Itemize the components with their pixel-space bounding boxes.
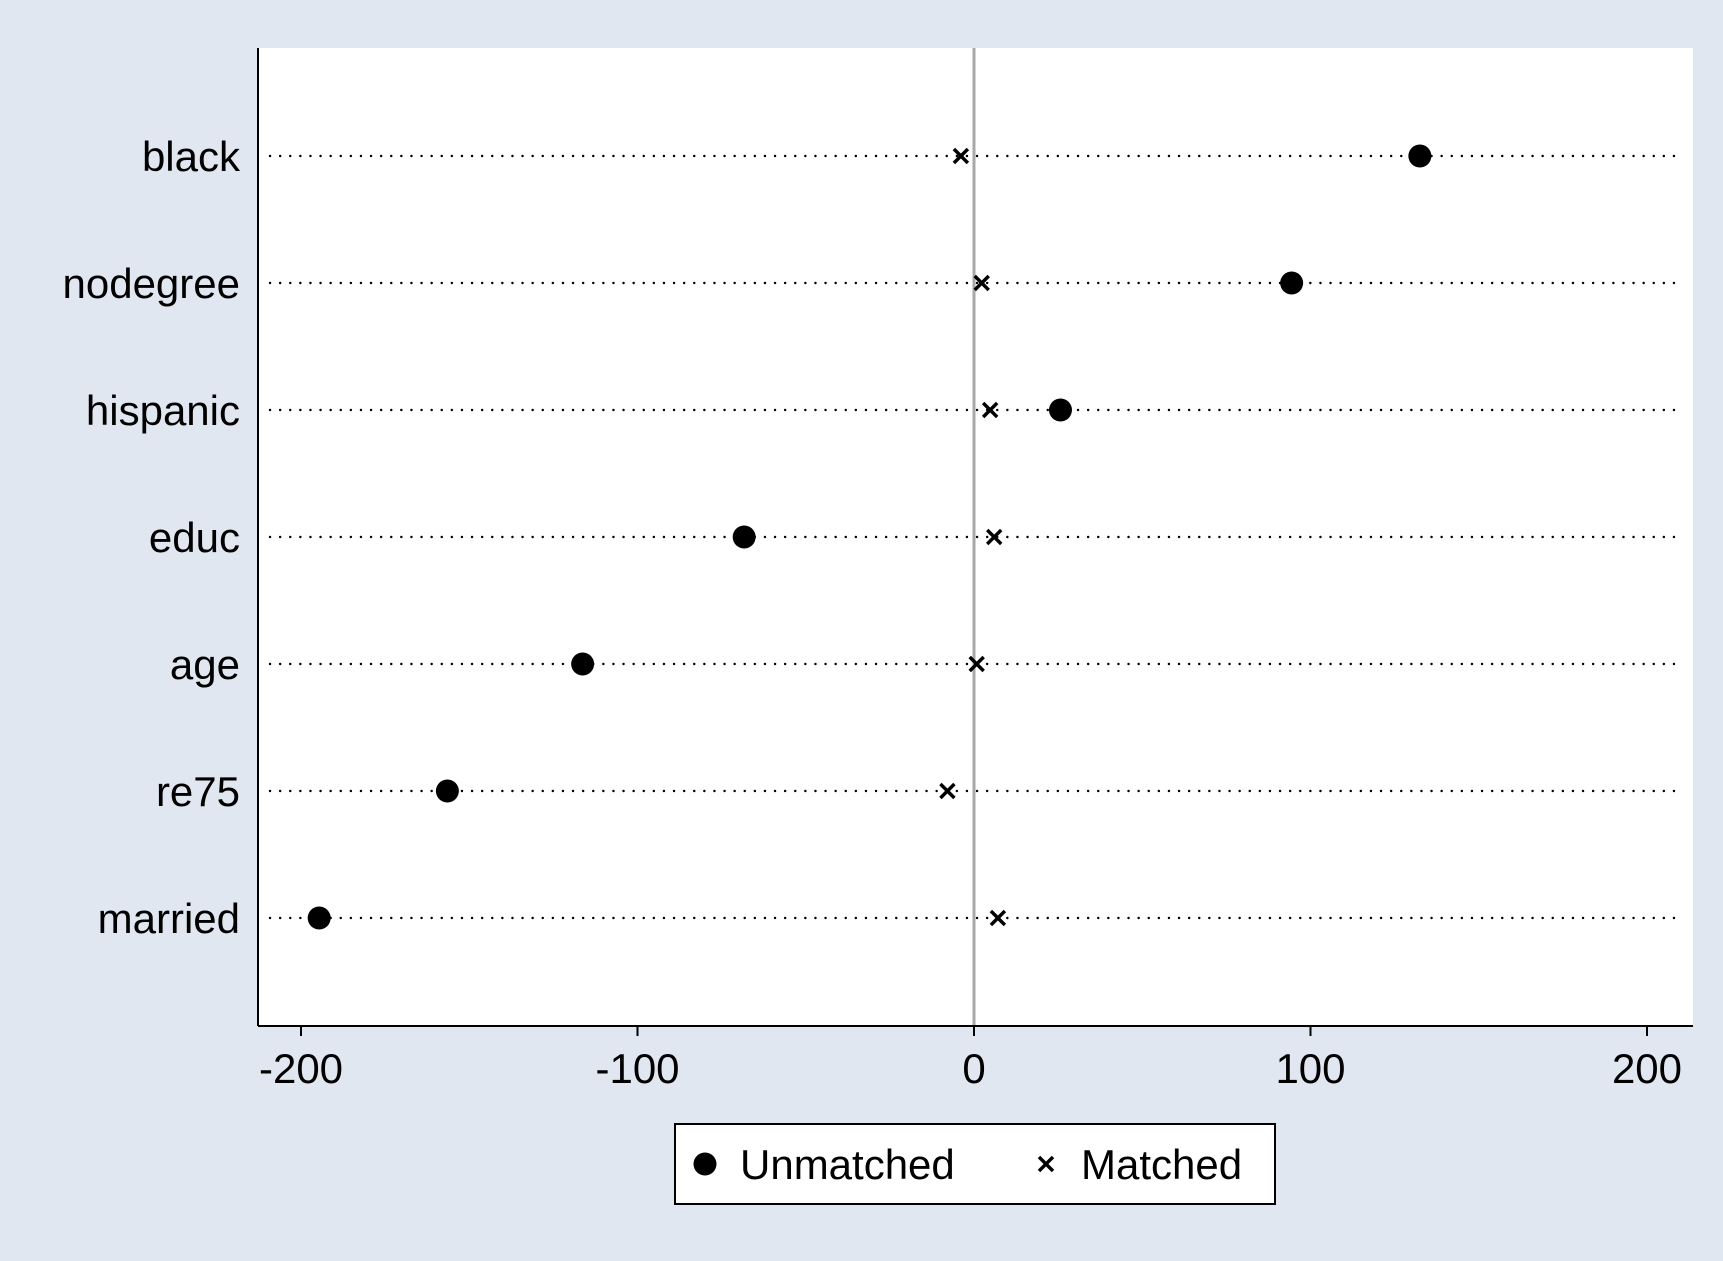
x-tick-label: -100 xyxy=(595,1045,679,1092)
category-label-nodegree: nodegree xyxy=(63,260,241,307)
matched-marker-black xyxy=(952,147,970,165)
matched-marker-re75 xyxy=(939,782,956,800)
category-label-re75: re75 xyxy=(156,768,240,815)
x-tick-label: 100 xyxy=(1275,1045,1345,1092)
unmatched-marker-educ xyxy=(732,525,756,549)
unmatched-marker-re75 xyxy=(435,779,459,803)
unmatched-marker-black xyxy=(1408,144,1432,168)
unmatched-marker-age xyxy=(571,652,595,676)
legend-box xyxy=(674,1123,1276,1205)
matched-marker-married xyxy=(989,909,1007,927)
data-markers xyxy=(307,144,1432,930)
legend-unmatched-marker xyxy=(693,1152,717,1176)
unmatched-marker-married xyxy=(307,906,331,930)
matched-marker-educ xyxy=(985,528,1003,546)
category-label-age: age xyxy=(170,641,240,688)
category-label-married: married xyxy=(98,895,240,942)
matched-marker-hispanic xyxy=(981,401,999,419)
category-label-hispanic: hispanic xyxy=(86,387,240,434)
legend: Unmatched Matched xyxy=(674,1123,1276,1205)
category-label-black: black xyxy=(142,133,241,180)
matched-marker-nodegree xyxy=(973,274,990,292)
category-label-educ: educ xyxy=(149,514,240,561)
legend-matched-label: Matched xyxy=(1081,1141,1242,1188)
category-labels: black nodegree hispanic educ age re75 married xyxy=(63,133,241,942)
legend-matched-marker xyxy=(1037,1155,1055,1173)
x-tick-label: -200 xyxy=(259,1045,343,1092)
unmatched-marker-nodegree xyxy=(1280,271,1304,295)
legend-unmatched-label: Unmatched xyxy=(740,1141,955,1188)
unmatched-marker-hispanic xyxy=(1048,398,1072,422)
matched-marker-age xyxy=(968,655,985,673)
x-tick-label: 0 xyxy=(962,1045,985,1092)
x-axis-ticks: -200 -100 0 100 200 xyxy=(259,1026,1682,1092)
x-tick-label: 200 xyxy=(1612,1045,1682,1092)
